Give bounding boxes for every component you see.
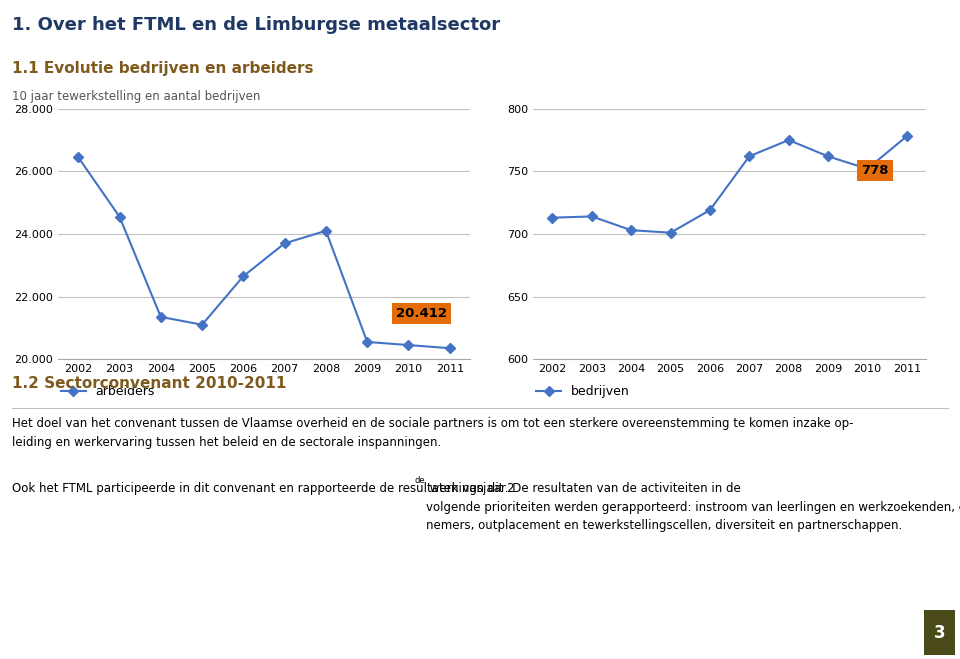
Text: Ook het FTML participeerde in dit convenant en rapporteerde de resultaten van di: Ook het FTML participeerde in dit conven… <box>12 482 516 495</box>
Text: 20.412: 20.412 <box>396 307 447 320</box>
Text: 3: 3 <box>934 623 946 642</box>
Text: 1.1 Evolutie bedrijven en arbeiders: 1.1 Evolutie bedrijven en arbeiders <box>12 61 314 76</box>
Text: 10 jaar tewerkstelling en aantal bedrijven: 10 jaar tewerkstelling en aantal bedrijv… <box>12 90 261 103</box>
Legend: arbeiders: arbeiders <box>56 380 160 403</box>
Text: 1.2 Sectorconvenant 2010-2011: 1.2 Sectorconvenant 2010-2011 <box>12 376 287 391</box>
FancyBboxPatch shape <box>924 610 955 655</box>
Text: de: de <box>415 476 425 485</box>
Text: werkingsjaar. De resultaten van de activiteiten in de
volgende prioriteiten werd: werkingsjaar. De resultaten van de activ… <box>426 482 960 532</box>
Text: Het doel van het convenant tussen de Vlaamse overheid en de sociale partners is : Het doel van het convenant tussen de Vla… <box>12 418 854 449</box>
Text: 1. Over het FTML en de Limburgse metaalsector: 1. Over het FTML en de Limburgse metaals… <box>12 16 500 34</box>
Text: 778: 778 <box>861 164 889 177</box>
Legend: bedrijven: bedrijven <box>531 380 635 403</box>
